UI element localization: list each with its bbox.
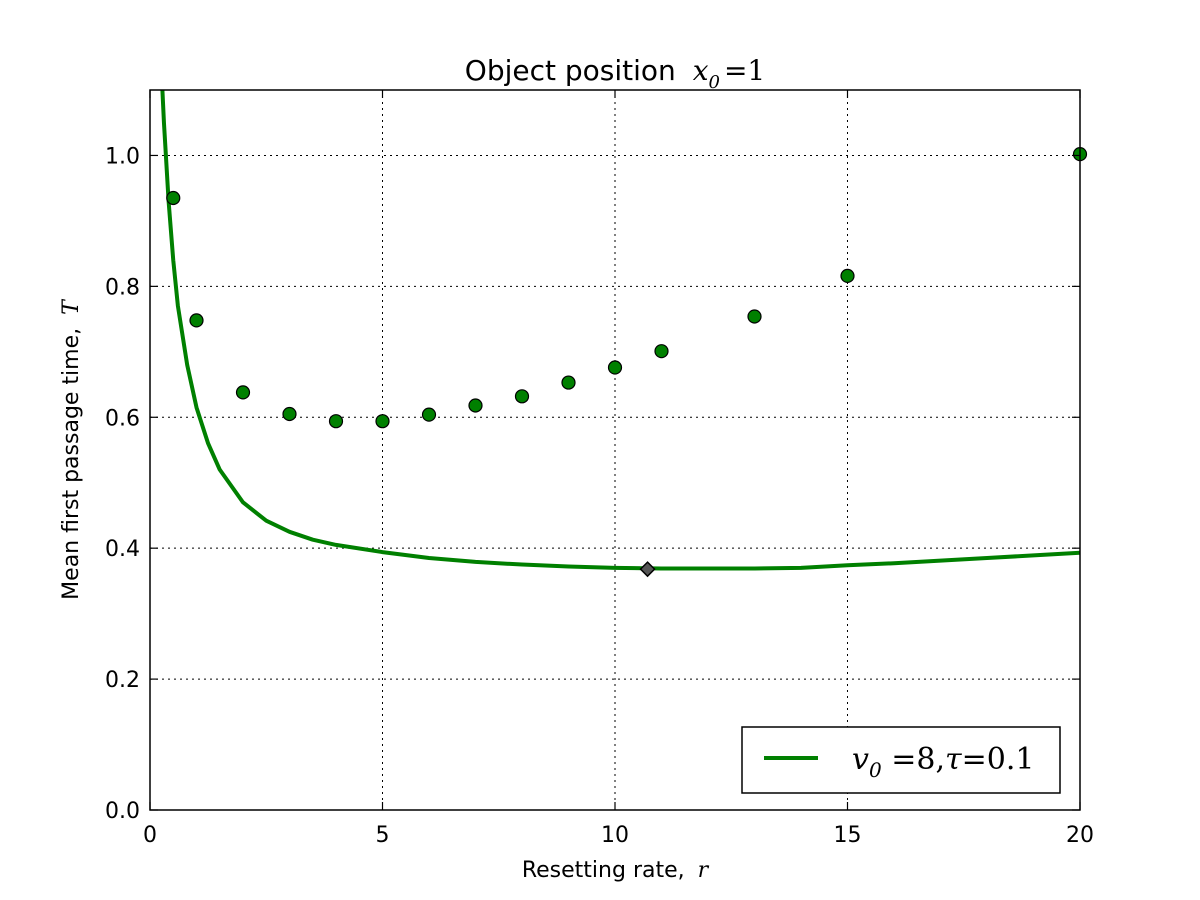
y-tick-label: 1.0: [105, 144, 140, 169]
x-tick-label: 10: [601, 823, 629, 848]
x-axis-label-text: Resetting rate,: [522, 858, 685, 883]
axis-ticks: 0 5 10 15 20 0.0 0.2 0.4 0.6 0.8 1.0: [105, 90, 1094, 848]
grid-lines: [150, 90, 1080, 810]
series-curves: [160, 90, 1080, 571]
legend-part-sub: 0: [869, 758, 882, 782]
legend-part-tau: τ: [945, 742, 962, 777]
chart-title-text: Object position: [465, 54, 676, 87]
chart-title-math: x: [693, 54, 709, 87]
x-tick-label: 15: [834, 823, 862, 848]
data-point: [468, 398, 483, 413]
series-points: [166, 147, 1088, 429]
y-tick-label: 0.6: [105, 406, 140, 431]
y-tick-label: 0.8: [105, 275, 140, 300]
legend-entry-label: v0 =8,τ=0.1: [852, 742, 1034, 782]
x-tick-label: 20: [1066, 823, 1094, 848]
data-point: [375, 414, 390, 429]
x-axis-label-math: r: [698, 858, 710, 883]
y-tick-label: 0.4: [105, 537, 140, 562]
legend-part-value: =0.1: [962, 742, 1035, 777]
chart-title-math-sub: 0: [708, 72, 719, 93]
data-point: [514, 389, 530, 404]
data-point: [282, 406, 297, 422]
y-tick-label: 0.2: [105, 668, 140, 693]
chart-title-math-suffix: =1: [724, 54, 765, 87]
series-line-theory: [160, 90, 1080, 571]
data-point: [561, 375, 576, 390]
data-point: [328, 414, 344, 429]
chart-title: Object position x0 =1: [465, 54, 765, 93]
y-axis-label-math: T: [59, 298, 84, 315]
data-point: [166, 190, 181, 206]
data-point: [654, 344, 669, 359]
x-axis-label: Resetting rate, r: [522, 858, 710, 883]
y-axis-label-text: Mean first passage time,: [59, 328, 84, 600]
data-point: [189, 313, 204, 328]
y-axis-label: Mean first passage time, T: [59, 298, 84, 600]
y-tick-label: 0.0: [105, 799, 140, 824]
data-point: [235, 385, 251, 400]
legend: v0 =8,τ=0.1: [741, 726, 1061, 794]
data-point: [607, 360, 623, 375]
minimum-marker: [639, 561, 656, 578]
data-point: [421, 407, 437, 422]
legend-part-v: v: [852, 742, 869, 777]
data-point: [747, 309, 762, 324]
x-tick-label: 5: [376, 823, 390, 848]
data-point: [840, 268, 855, 283]
legend-part-eq: =8,: [882, 742, 945, 777]
minimum-markers: [639, 561, 656, 578]
x-tick-label: 0: [143, 823, 157, 848]
